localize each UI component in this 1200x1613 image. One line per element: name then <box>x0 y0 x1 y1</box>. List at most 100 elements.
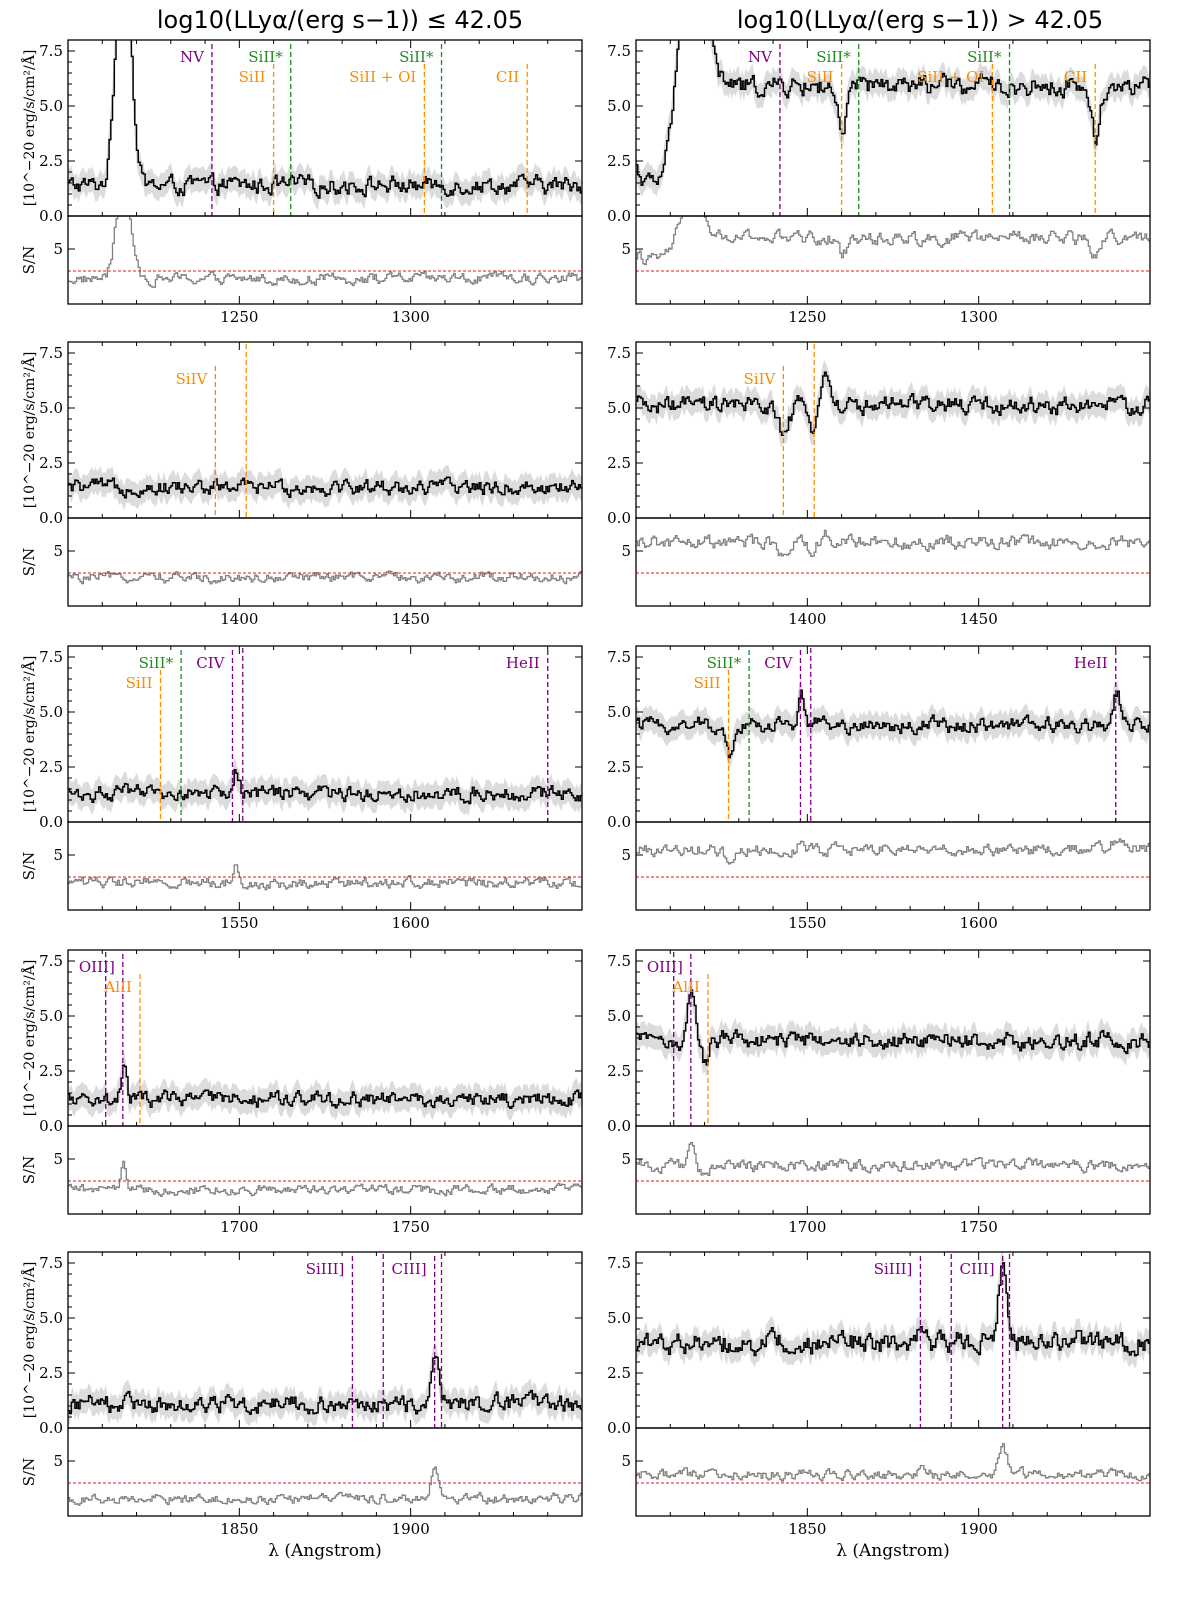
flux-error-band <box>68 465 582 510</box>
chart-panel-left-row5: SiIII] CIII] 0.0 2.5 5.0 7.5 5 1850 1900 [10^−20 … <box>20 1251 583 1561</box>
flux-spectrum-line <box>636 40 1150 186</box>
line-label: SiIII] <box>306 1260 345 1278</box>
line-label: SiII <box>694 674 721 692</box>
flux-spectrum-line <box>636 1262 1150 1357</box>
flux-ytick-label: 2.5 <box>39 1364 63 1382</box>
flux-ylabel: [10^−20 erg/s/cm²/Å] <box>20 50 38 207</box>
flux-ytick-label: 0.0 <box>607 813 631 831</box>
sn-axes-frame <box>67 517 583 607</box>
line-label: HeII <box>1074 654 1108 672</box>
flux-error-band <box>68 40 582 211</box>
flux-ytick-label: 5.0 <box>39 1007 63 1025</box>
sn-axes-frame <box>67 1125 583 1215</box>
sn-ylabel: S/N <box>20 1156 38 1184</box>
sn-plot-area <box>68 1466 582 1506</box>
sn-plot-area <box>636 216 1150 272</box>
line-label: AlII <box>671 978 700 996</box>
chart-panel-right-row2: SiIV 0.0 2.5 5.0 7.5 5 1400 1450 <box>607 341 1151 628</box>
xtick-label: 1550 <box>788 914 826 932</box>
xtick-label: 1600 <box>960 914 998 932</box>
sn-axes-frame <box>635 821 1151 911</box>
flux-ytick-label: 0.0 <box>607 1117 631 1135</box>
xtick-label: 1550 <box>220 914 258 932</box>
sn-plot-area <box>68 216 582 288</box>
xtick-label: 1400 <box>220 610 258 628</box>
xtick-label: 1900 <box>960 1520 998 1538</box>
xtick-label: 1300 <box>392 308 430 326</box>
xtick-label: 1300 <box>960 308 998 326</box>
sn-line <box>636 1443 1150 1482</box>
flux-spectrum-line <box>636 371 1150 436</box>
xtick-label: 1900 <box>392 1520 430 1538</box>
chart-panel-left-row4: OIII] AlII 0.0 2.5 5.0 7.5 5 1700 1750 [10^−20 er… <box>20 949 583 1236</box>
line-label: CIV <box>764 654 793 672</box>
flux-plot-area <box>636 344 1150 518</box>
line-label: SiII + OI <box>917 68 984 86</box>
flux-ytick-label: 5.0 <box>39 399 63 417</box>
sn-plot-area <box>636 1443 1150 1484</box>
flux-ytick-label: 5.0 <box>39 1309 63 1327</box>
line-label: OIII] <box>647 958 683 976</box>
flux-ytick-label: 0.0 <box>607 207 631 225</box>
flux-ytick-label: 5.0 <box>607 1309 631 1327</box>
sn-line <box>68 864 582 891</box>
sn-ytick-label: 5 <box>621 542 631 560</box>
flux-ytick-label: 0.0 <box>607 1419 631 1437</box>
chart-panel-right-row5: SiIII] CIII] 0.0 2.5 5.0 7.5 5 1850 1900 λ (Angst… <box>607 1251 1151 1561</box>
sn-line <box>68 216 582 288</box>
flux-ytick-label: 0.0 <box>39 207 63 225</box>
sn-axes-frame <box>67 1427 583 1517</box>
sn-ylabel: S/N <box>20 1458 38 1486</box>
flux-spectrum-line <box>636 689 1150 759</box>
flux-ytick-label: 2.5 <box>607 1364 631 1382</box>
flux-ytick-label: 2.5 <box>39 758 63 776</box>
chart-panel-left-row3: SiII SiII* CIV HeII 0.0 2.5 5.0 7.5 5 1550 1600 [10… <box>20 645 583 932</box>
sn-axes-frame <box>67 215 583 305</box>
flux-ytick-label: 7.5 <box>39 648 63 666</box>
flux-ytick-label: 2.5 <box>39 152 63 170</box>
flux-ylabel: [10^−20 erg/s/cm²/Å] <box>20 656 38 813</box>
line-label: SiII* <box>707 654 742 672</box>
sn-axes-frame <box>635 1125 1151 1215</box>
line-label: SiII <box>239 68 266 86</box>
flux-error-band <box>636 978 1150 1077</box>
flux-spectrum-line <box>68 40 582 199</box>
sn-plot-area <box>636 529 1150 574</box>
flux-plot-area <box>636 40 1150 216</box>
line-label: SiII* <box>816 48 851 66</box>
flux-ytick-label: 7.5 <box>39 1254 63 1272</box>
sn-ylabel: S/N <box>20 246 38 274</box>
flux-spectrum-line <box>68 769 582 805</box>
sn-ytick-label: 5 <box>621 240 631 258</box>
sn-ytick-label: 5 <box>621 846 631 864</box>
xtick-label: 1850 <box>220 1520 258 1538</box>
xtick-label: 1250 <box>220 308 258 326</box>
flux-ytick-label: 7.5 <box>39 952 63 970</box>
sn-axes-frame <box>635 517 1151 607</box>
flux-ytick-label: 0.0 <box>39 1117 63 1135</box>
line-label: CIV <box>196 654 225 672</box>
left-column-title: log10(LLyα/(erg s−1)) ≤ 42.05 <box>156 6 524 34</box>
flux-ylabel: [10^−20 erg/s/cm²/Å] <box>20 1262 38 1419</box>
flux-ytick-label: 5.0 <box>607 1007 631 1025</box>
flux-plot-area <box>636 952 1150 1126</box>
sn-ylabel: S/N <box>20 548 38 576</box>
sn-ytick-label: 5 <box>53 846 63 864</box>
sn-line <box>68 570 582 585</box>
flux-plot-area <box>68 1254 582 1428</box>
xtick-label: 1700 <box>220 1218 258 1236</box>
sn-line <box>636 529 1150 557</box>
sn-line <box>636 838 1150 865</box>
xtick-label: 1750 <box>960 1218 998 1236</box>
sn-axes-frame <box>635 215 1151 305</box>
sn-line <box>636 216 1150 266</box>
line-label: SiII <box>126 674 153 692</box>
flux-ytick-label: 5.0 <box>39 703 63 721</box>
flux-plot-area <box>636 648 1150 822</box>
chart-panel-right-row1: NV SiII SiII* SiII + OI SiII* CII 0.0 2.5 5.0 7.5… <box>607 39 1151 326</box>
xtick-label: 1400 <box>788 610 826 628</box>
line-label: CII <box>1064 68 1087 86</box>
flux-spectrum-line <box>68 1064 582 1110</box>
flux-ytick-label: 0.0 <box>39 1419 63 1437</box>
